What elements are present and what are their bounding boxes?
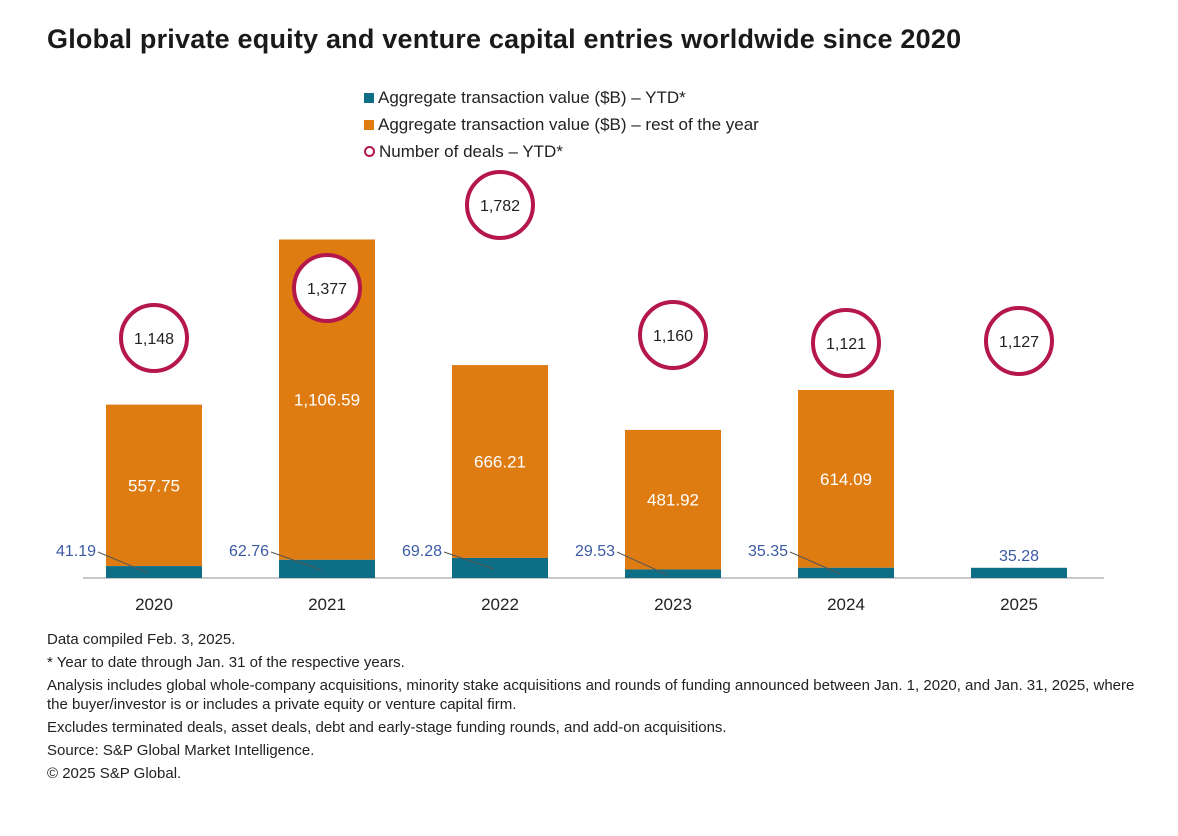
bar-rest-label-2022: 666.21 [474, 453, 526, 472]
x-tick-label-2023: 2023 [654, 595, 692, 614]
deals-ring-2021 [292, 253, 362, 323]
note-analysis: Analysis includes global whole-company a… [47, 677, 1135, 713]
footnotes: Data compiled Feb. 3, 2025. * Year to da… [47, 630, 1137, 787]
legend-label-rest: Aggregate transaction value ($B) – rest … [378, 114, 759, 134]
ytd-label-2023: 29.53 [575, 543, 615, 560]
legend-label-ytd: Aggregate transaction value ($B) – YTD* [378, 87, 686, 107]
deals-label-2021: 1,377 [307, 281, 347, 298]
bar-rest-label-2021: 1,106.59 [294, 391, 360, 410]
deals-ring-2025 [984, 306, 1054, 376]
x-tick-label-2020: 2020 [135, 595, 173, 614]
bar-rest-label-2024: 614.09 [820, 470, 872, 489]
bar-rest-2022 [452, 365, 548, 558]
legend-item-deals: Number of deals – YTD* [364, 138, 759, 165]
deals-label-2022: 1,782 [480, 198, 520, 215]
chart-plot: 557.75 41.19 2020 1,148 1,106.59 62.76 2021 1,3… [56, 170, 1104, 614]
chart-title: Global private equity and venture capita… [47, 24, 962, 54]
ytd-leader-2021 [270, 551, 322, 571]
deals-label-2020: 1,148 [134, 331, 174, 348]
legend: Aggregate transaction value ($B) – YTD* … [364, 84, 759, 165]
bar-ytd-2022 [452, 557, 548, 578]
x-tick-label-2022: 2022 [481, 595, 519, 614]
ytd-label-2024: 35.35 [748, 543, 788, 560]
bar-ytd-2025 [971, 567, 1067, 578]
bar-rest-label-2023: 481.92 [647, 491, 699, 510]
deals-label-2025: 1,127 [999, 334, 1039, 351]
note-source: Source: S&P Global Market Intelligence. [47, 742, 315, 759]
bar-ytd-2020 [106, 566, 202, 578]
ytd-label-2020: 41.19 [56, 543, 96, 560]
ytd-label-2022: 69.28 [402, 543, 442, 560]
note-copyright: © 2025 S&P Global. [47, 765, 182, 782]
x-tick-label-2024: 2024 [827, 595, 865, 614]
ytd-label-2021: 62.76 [229, 543, 269, 560]
bar-rest-label-2020: 557.75 [128, 476, 180, 495]
deals-ring-2023 [638, 300, 708, 370]
bar-rest-2024 [798, 389, 894, 568]
legend-label-deals: Number of deals – YTD* [379, 141, 563, 161]
ytd-leader-2022 [443, 551, 495, 570]
x-tick-label-2025: 2025 [1000, 595, 1038, 614]
x-tick-label-2021: 2021 [308, 595, 346, 614]
legend-swatch-ytd [364, 92, 374, 103]
deals-ring-2024 [811, 308, 881, 378]
note-excludes: Excludes terminated deals, asset deals, … [47, 719, 727, 736]
deals-label-2024: 1,121 [826, 336, 866, 353]
legend-item-ytd: Aggregate transaction value ($B) – YTD* [364, 84, 759, 111]
note-compiled: Data compiled Feb. 3, 2025. [47, 631, 236, 648]
bar-rest-2020 [106, 404, 202, 567]
note-ytd: * Year to date through Jan. 31 of the re… [47, 654, 405, 671]
bar-rest-2023 [625, 429, 721, 570]
bar-ytd-2021 [279, 559, 375, 578]
legend-swatch-rest [364, 119, 374, 130]
ytd-label-2025: 35.28 [999, 548, 1039, 565]
bar-ytd-2024 [798, 567, 894, 578]
ytd-leader-2020 [97, 551, 149, 574]
legend-ring-deals-icon [364, 146, 375, 157]
deals-label-2023: 1,160 [653, 328, 693, 345]
ytd-leader-2024 [789, 551, 841, 575]
legend-item-rest: Aggregate transaction value ($B) – rest … [364, 111, 759, 138]
bar-ytd-2023 [625, 569, 721, 578]
deals-ring-2022 [465, 170, 535, 240]
ytd-leader-2023 [616, 551, 668, 576]
deals-ring-2020 [119, 303, 189, 373]
